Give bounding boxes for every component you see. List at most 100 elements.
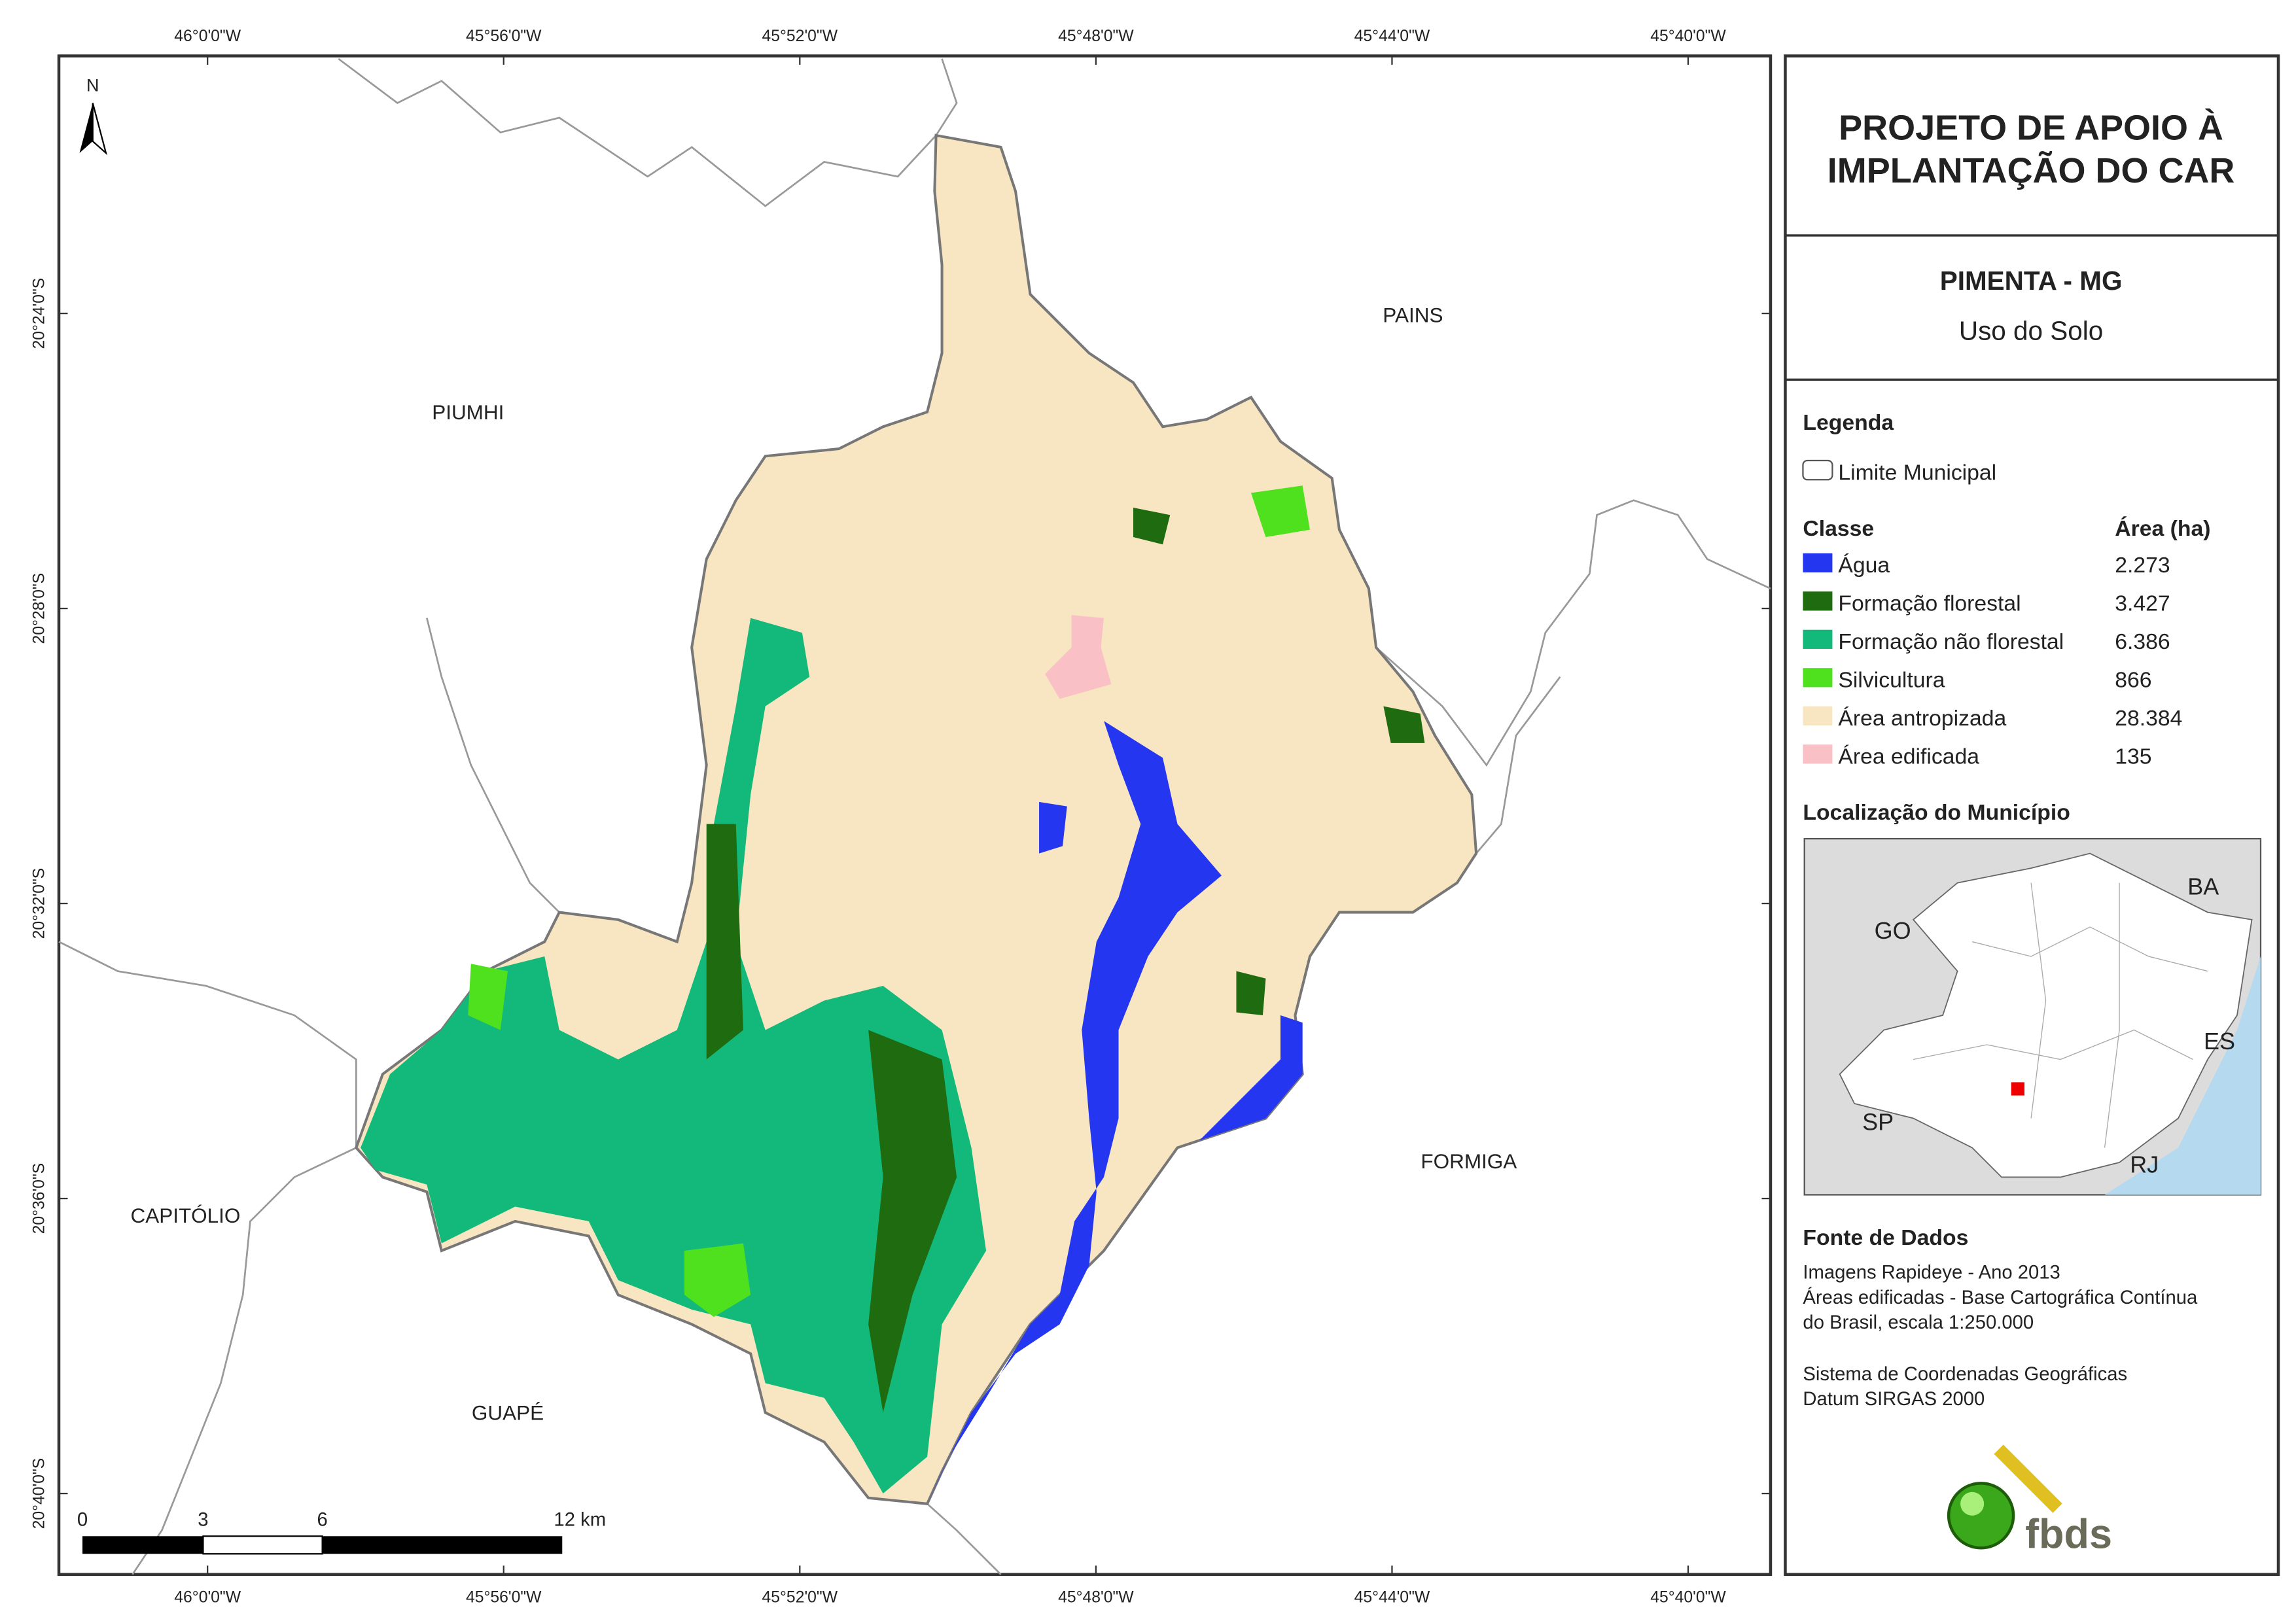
source-line: Sistema de Coordenadas Geográficas [1803,1364,2127,1385]
longitude-label: 46°0'0"W [174,1589,241,1607]
forest-area [1133,508,1171,545]
source-line: Áreas edificadas - Base Cartográfica Con… [1803,1287,2198,1308]
logo: fbds [1947,1444,2112,1557]
legend-swatch [1803,629,1833,649]
panel-frame [1784,54,2280,1577]
place-label: FORMIGA [1421,1149,1517,1173]
non-forest-area [361,618,987,1494]
place-label: CAPITÓLIO [130,1204,240,1227]
longitude-label: 45°56'0"W [466,27,542,45]
latitude-label: 20°28'0"S [31,573,48,644]
legend-area: 866 [2115,667,2151,692]
longitude-label: 45°44'0"W [1354,1589,1430,1607]
legend-area: 6.386 [2115,629,2170,654]
legend-rows: Água 2.273 Formação florestal 3.427 Formação… [1803,553,2182,769]
scale-segment [322,1536,563,1554]
legend-label: Formação florestal [1838,591,2021,616]
scale-label: 0 [77,1510,88,1531]
municipality-name: PIMENTA - MG [1940,266,2123,296]
location-inset [1803,837,2262,1196]
longitude-label: 45°48'0"W [1058,27,1134,45]
forest-area [1236,971,1266,1016]
state-label: GO [1875,917,1911,944]
municipality-locator [2009,1081,2026,1097]
north-label: N [86,75,99,95]
scale-label: 6 [317,1510,327,1531]
inset-boundaries [1913,882,2208,1148]
title: PROJETO DE APOIO À [1839,109,2223,148]
longitude-label: 45°48'0"W [1058,1589,1134,1607]
latitude-label: 20°36'0"S [31,1163,48,1234]
longitude-label: 45°40'0"W [1650,27,1726,45]
scale-bar [82,1535,563,1555]
title: IMPLANTAÇÃO DO CAR [1828,151,2235,190]
sources: Imagens Rapideye - Ano 2013 Áreas edifica… [1803,1263,2198,1410]
longitude-label: 45°52'0"W [762,27,838,45]
silviculture-area [1250,485,1310,538]
area-header: Área (ha) [2115,516,2210,541]
water-area [1039,801,1067,854]
logo-highlight [1960,1492,1985,1516]
scale-segment [202,1535,323,1555]
longitude-label: 45°52'0"W [762,1589,838,1607]
forest-area [706,824,743,1060]
ocean [2104,956,2261,1195]
source-line: Imagens Rapideye - Ano 2013 [1803,1263,2060,1283]
boundary-label: Limite Municipal [1838,460,1996,485]
logo-bar [1994,1444,2062,1513]
state-label: ES [2204,1028,2235,1055]
source-line: do Brasil, escala 1:250.000 [1803,1312,2034,1333]
subtitle: Uso do Solo [1959,316,2103,346]
north-arrow-right [92,103,108,156]
longitude-label: 45°44'0"W [1354,27,1430,45]
latitude-label: 20°24'0"S [31,278,48,349]
sources-title: Fonte de Dados [1803,1225,1968,1250]
legend-swatch [1803,553,1833,572]
water-area [1199,1015,1303,1141]
place-label: GUAPÉ [472,1401,544,1425]
longitude-label: 45°56'0"W [466,1589,542,1607]
latitude-label: 20°32'0"S [31,868,48,939]
logo-sphere [1947,1482,2015,1550]
legend-swatch [1803,668,1833,688]
location-title: Localização do Município [1803,800,2070,825]
legend-area: 3.427 [2115,591,2170,616]
state-mg [1839,852,2253,1178]
logo-text: fbds [2025,1511,2112,1557]
state-label: RJ [2130,1151,2159,1178]
legend-label: Silvicultura [1838,667,1945,692]
scale-segment [82,1536,203,1554]
legend-area: 2.273 [2115,553,2170,578]
municipal-boundaries [58,58,1771,1575]
legend-label: Água [1838,553,1890,578]
legend-swatch [1803,744,1833,764]
legend-title: Legenda [1803,410,1894,435]
legend-area: 135 [2115,744,2151,769]
state-label: BA [2187,873,2219,900]
water-area [927,721,1222,1504]
longitude-label: 46°0'0"W [174,27,241,45]
forest-area [1383,706,1425,743]
legend-swatch [1803,591,1833,611]
latitude-label: 20°40'0"S [31,1458,48,1529]
source-line: Datum SIRGAS 2000 [1803,1389,1985,1410]
scale-label: 3 [198,1510,208,1531]
urban-area [1045,615,1112,699]
scale-label: 12 km [554,1510,606,1531]
legend-label: Área antropizada [1838,706,2006,731]
silviculture-area [468,964,508,1030]
longitude-label: 45°40'0"W [1650,1589,1726,1607]
legend-area: 28.384 [2115,706,2182,731]
silviculture-area [684,1243,751,1318]
class-header: Classe [1803,516,1874,541]
place-label: PAINS [1383,304,1443,327]
legend-label: Área edificada [1838,744,1979,769]
place-label: PIUMHI [432,400,504,424]
boundary-swatch [1802,459,1833,481]
forest-area [868,1030,957,1413]
legend-label: Formação não florestal [1838,629,2064,654]
legend-swatch [1803,706,1833,725]
state-label: SP [1862,1108,1894,1135]
